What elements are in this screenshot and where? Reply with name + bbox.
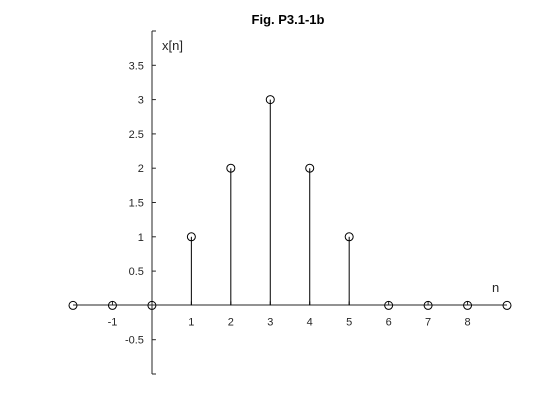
stem-marker [107,300,117,310]
stem-marker [344,232,354,242]
x-tick-label: 1 [188,316,194,328]
chart-title: Fig. P3.1-1b [252,12,325,27]
stem-marker [226,163,236,173]
x-tick-label: 2 [228,316,234,328]
stem-marker [463,300,473,310]
tick-group: -1 1 2 3 4 5 6 7 8 -0.5 0.5 1 1.5 2 2.5 3 3.5 [108,60,471,346]
y-tick-label: 2.5 [129,129,144,141]
stem-marker [502,300,512,310]
x-tick-label: 8 [464,316,470,328]
x-tick-label: 5 [346,316,352,328]
stem-group [68,95,512,310]
stem-marker [384,300,394,310]
x-axis-label: n [492,280,499,295]
y-tick-label: 1 [138,232,144,244]
y-tick-label: 0.5 [129,266,144,278]
stem-marker [147,300,157,310]
x-tick-label: -1 [108,316,118,328]
stem-marker [186,232,196,242]
y-tick-label: 3.5 [129,60,144,72]
y-tick-label: 1.5 [129,198,144,210]
x-tick-label: 6 [386,316,392,328]
y-tick-label: 2 [138,163,144,175]
stem-marker [265,95,275,105]
y-tick-label: 3 [138,95,144,107]
stem-marker [305,163,315,173]
x-tick-label: 4 [307,316,313,328]
x-tick-label: 3 [267,316,273,328]
stem-marker [68,300,78,310]
y-tick-label: -0.5 [125,335,144,347]
stem-marker [423,300,433,310]
y-axis-label: x[n] [162,38,183,53]
x-tick-label: 7 [425,316,431,328]
